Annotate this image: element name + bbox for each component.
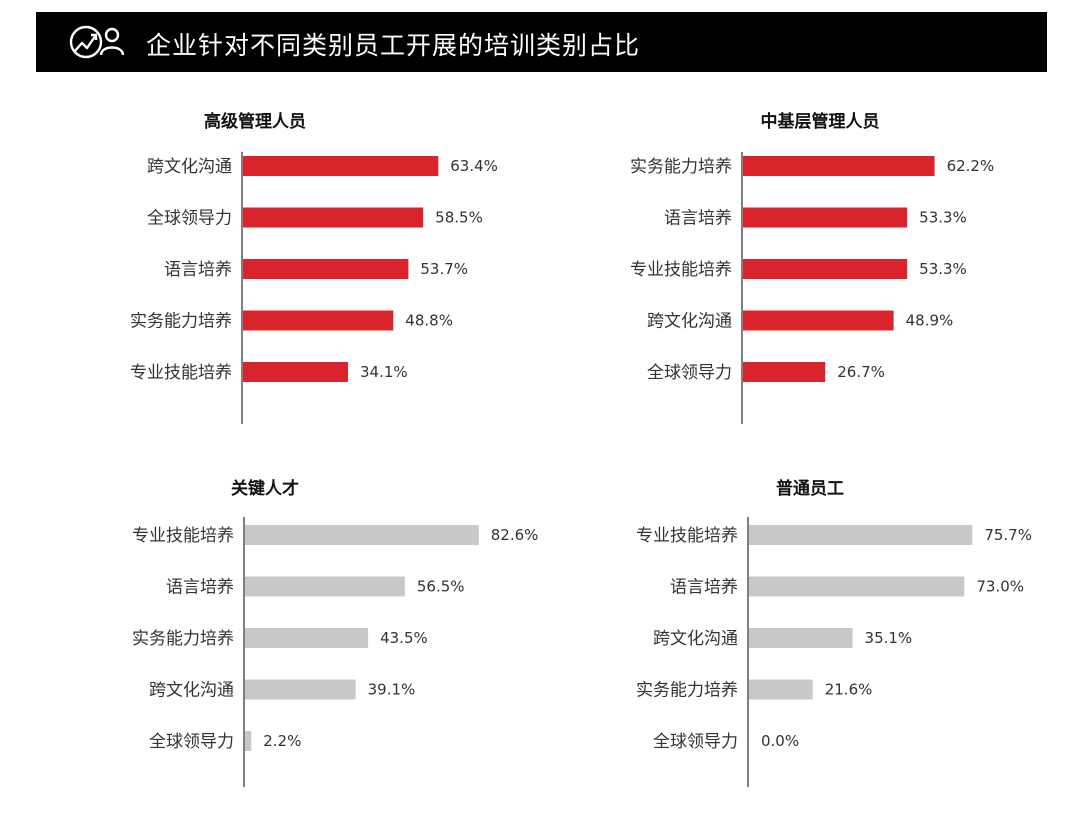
page-title: 企业针对不同类别员工开展的培训类别占比: [146, 31, 641, 60]
bar-chart: 跨文化沟通 63.4% 全球领导力 58.5% 语言培养 53.7% 实务能力培养 48.8%…: [130, 152, 498, 424]
value-label: 43.5%: [380, 629, 428, 647]
category-label: 实务能力培养: [130, 312, 232, 332]
category-label: 语言培养: [164, 260, 232, 280]
chart-panel-middle-management: 中基层管理人员 实务能力培养 62.2% 语言培养 53.3% 专业技能培养 53.3% 跨…: [560, 108, 1060, 438]
bar: [743, 259, 908, 279]
value-label: 73.0%: [976, 578, 1024, 596]
chart-title: 关键人才: [231, 479, 299, 499]
bar-chart: 专业技能培养 75.7% 语言培养 73.0% 跨文化沟通 35.1% 实务能力培养 21.6…: [636, 517, 1032, 787]
chart-panel-senior-management: 高级管理人员 跨文化沟通 63.4% 全球领导力 58.5% 语言培养 53.7% 实务能力…: [20, 108, 520, 438]
value-label: 48.9%: [906, 312, 954, 330]
value-label: 53.7%: [420, 260, 468, 278]
page-header: 企业针对不同类别员工开展的培训类别占比: [36, 12, 1047, 72]
value-label: 58.5%: [435, 209, 483, 227]
category-label: 语言培养: [664, 209, 732, 229]
value-label: 82.6%: [491, 526, 539, 544]
bar: [743, 310, 894, 331]
bar-chart: 专业技能培养 82.6% 语言培养 56.5% 实务能力培养 43.5% 跨文化沟通 39.1…: [132, 517, 538, 787]
chart-people-icon: [69, 25, 125, 59]
bar: [743, 156, 935, 176]
bar: [243, 259, 409, 279]
category-label: 实务能力培养: [636, 681, 738, 701]
category-label: 跨文化沟通: [653, 629, 738, 649]
bar: [245, 628, 369, 648]
bar: [243, 362, 349, 382]
value-label: 26.7%: [837, 363, 885, 381]
value-label: 39.1%: [368, 681, 416, 699]
category-label: 全球领导力: [149, 732, 234, 752]
bar: [749, 679, 813, 700]
bar: [243, 156, 439, 176]
bar-chart: 实务能力培养 62.2% 语言培养 53.3% 专业技能培养 53.3% 跨文化沟通 48.9…: [630, 152, 995, 424]
value-label: 2.2%: [263, 732, 301, 750]
category-label: 全球领导力: [647, 363, 732, 383]
bar: [245, 679, 356, 700]
category-label: 专业技能培养: [636, 526, 738, 546]
category-label: 语言培养: [670, 578, 738, 598]
bar: [245, 576, 405, 597]
chart-panel-key-talent: 关键人才 专业技能培养 82.6% 语言培养 56.5% 实务能力培养 43.5% 跨文化沟…: [20, 475, 538, 805]
value-label: 35.1%: [865, 629, 913, 647]
category-label: 全球领导力: [653, 732, 738, 752]
value-label: 62.2%: [947, 157, 995, 175]
chart-title: 高级管理人员: [204, 112, 306, 132]
category-label: 跨文化沟通: [147, 157, 232, 177]
bar: [245, 525, 479, 545]
bar: [243, 310, 394, 331]
bar: [749, 525, 973, 545]
value-label: 21.6%: [825, 681, 873, 699]
category-label: 实务能力培养: [132, 629, 234, 649]
category-label: 全球领导力: [147, 209, 232, 229]
category-label: 跨文化沟通: [149, 681, 234, 701]
bar: [743, 362, 826, 382]
chart-title: 中基层管理人员: [760, 112, 880, 132]
value-label: 53.3%: [919, 260, 967, 278]
category-label: 实务能力培养: [630, 157, 732, 177]
value-label: 34.1%: [360, 363, 408, 381]
value-label: 48.8%: [405, 312, 453, 330]
value-label: 75.7%: [984, 526, 1032, 544]
bar: [743, 207, 908, 228]
bar: [245, 731, 252, 751]
bar: [243, 207, 424, 228]
category-label: 专业技能培养: [630, 260, 732, 280]
value-label: 0.0%: [761, 732, 799, 750]
value-label: 53.3%: [919, 209, 967, 227]
category-label: 语言培养: [166, 578, 234, 598]
chart-panel-regular-staff: 普通员工 专业技能培养 75.7% 语言培养 73.0% 跨文化沟通 35.1% 实务能力培…: [560, 475, 1060, 805]
bar: [749, 576, 965, 597]
category-label: 专业技能培养: [132, 526, 234, 546]
category-label: 跨文化沟通: [647, 312, 732, 332]
value-label: 63.4%: [450, 157, 498, 175]
chart-title: 普通员工: [776, 479, 844, 499]
bar: [749, 628, 853, 648]
value-label: 56.5%: [417, 578, 465, 596]
category-label: 专业技能培养: [130, 363, 232, 383]
